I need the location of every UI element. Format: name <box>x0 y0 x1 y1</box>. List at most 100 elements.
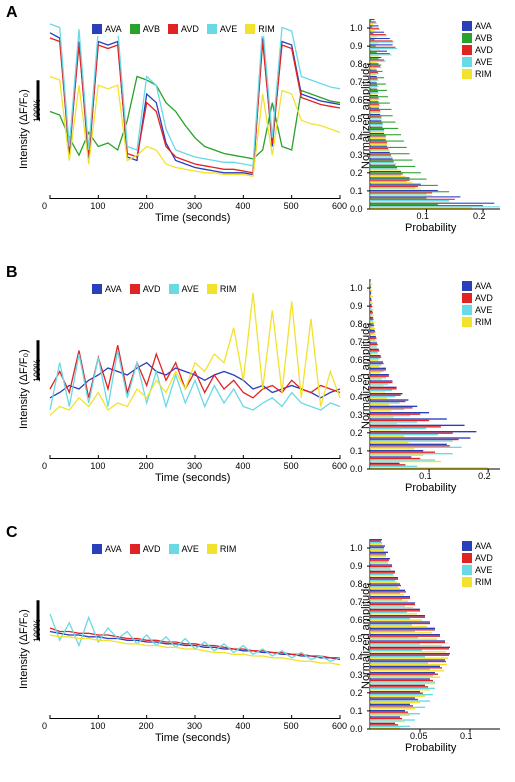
x-tick-label: 400 <box>235 721 250 731</box>
hist-bar-rim <box>370 372 381 373</box>
hist-bar-ave <box>370 282 371 283</box>
hist-bar-avd <box>370 604 415 605</box>
hist-bar-ave <box>370 67 381 68</box>
hist-bar-ave <box>370 662 428 663</box>
hist-bar-rim <box>370 163 397 164</box>
legend-item-ava: AVA <box>462 281 493 291</box>
hist-bar-ave <box>370 295 371 296</box>
y-tick-label: 1.0 <box>350 23 363 33</box>
hist-bar-avb <box>370 122 395 123</box>
legend-swatch-icon <box>207 544 217 554</box>
legend-text: AVE <box>182 284 199 294</box>
hist-bar-ava <box>370 590 405 591</box>
hist-bar-avb <box>370 115 393 116</box>
legend-text: AVA <box>105 284 122 294</box>
hist-bar-rim <box>370 715 410 716</box>
hist-bar-rim <box>370 322 375 323</box>
panel-A-hist-xlabel: Probability <box>405 222 456 234</box>
x-tick-label: 100 <box>90 721 105 731</box>
hist-bar-avd <box>370 40 393 41</box>
y-tick-label: 0.9 <box>350 301 363 311</box>
hist-bar-rim <box>370 575 394 576</box>
y-tick-label: 0.7 <box>350 337 363 347</box>
legend-item-avd: AVD <box>462 293 493 303</box>
hist-bar-rim <box>370 423 397 424</box>
hist-bar-ava <box>370 552 388 553</box>
hist-bar-rim <box>370 677 440 678</box>
hist-bar-avd <box>370 376 389 377</box>
hist-bar-ave <box>370 586 398 587</box>
legend-item-rim: RIM <box>462 577 493 587</box>
panel-A-xlabel: Time (seconds) <box>155 212 230 224</box>
hist-bar-rim <box>370 696 425 697</box>
hist-bar-ava <box>370 76 377 77</box>
y-tick-label: 0.0 <box>350 724 363 734</box>
hist-bar-avd <box>370 369 386 370</box>
legend-text: AVE <box>220 24 237 34</box>
panel-B-hist-xlabel: Probability <box>405 482 456 494</box>
hist-bar-ava <box>370 634 440 635</box>
figure-root: A Intensity (ΔF/F₀) Time (seconds) Norma… <box>0 0 515 782</box>
hist-bar-avd <box>370 572 395 573</box>
legend-text: AVE <box>475 57 492 67</box>
legend-item-avd: AVD <box>462 553 493 563</box>
panel-B-ylabel: Intensity (ΔF/F₀) <box>18 349 30 429</box>
hist-bar-rim <box>370 150 390 151</box>
legend-item-ave: AVE <box>207 24 237 34</box>
hist-bar-avd <box>370 642 445 643</box>
hist-bar-ava <box>370 615 425 616</box>
hist-bar-avd <box>370 281 371 282</box>
legend-text: AVD <box>475 45 493 55</box>
legend-item-ava: AVA <box>92 24 122 34</box>
hist-bar-avd <box>370 547 384 548</box>
legend-item-rim: RIM <box>462 69 493 79</box>
hist-bar-rim <box>370 410 391 411</box>
legend-text: AVA <box>105 24 122 34</box>
hist-bar-avd <box>370 407 413 408</box>
hist-bar-rim <box>370 467 488 468</box>
hist-bar-rim <box>370 461 441 462</box>
legend-text: RIM <box>220 284 237 294</box>
hist-bar-ave <box>370 421 417 422</box>
y-tick-label: 0.4 <box>350 652 363 662</box>
hist-bar-ava <box>370 399 408 400</box>
hist-bar-ava <box>370 190 438 191</box>
hist-bar-rim <box>370 125 382 126</box>
hist-bar-ava <box>370 171 401 172</box>
hist-bar-ave <box>370 415 410 416</box>
scale-bar-label: 100% <box>32 619 42 642</box>
hist-bar-avd <box>370 610 420 611</box>
hist-bar-avd <box>370 458 420 459</box>
legend-text: AVB <box>475 33 492 43</box>
hist-bar-avd <box>370 135 386 136</box>
hist-bar-avd <box>370 192 432 193</box>
legend-swatch-icon <box>462 553 472 563</box>
hist-bar-ava <box>370 463 400 464</box>
hist-bar-ava <box>370 571 395 572</box>
hist-bar-avd <box>370 300 372 301</box>
hist-bar-rim <box>370 62 377 63</box>
trace-rim <box>50 635 340 665</box>
x-tick-label: 100 <box>90 461 105 471</box>
x-tick-label: 300 <box>187 201 202 211</box>
hist-bar-ave <box>370 447 462 448</box>
hist-bar-ave <box>370 612 407 613</box>
hist-bar-ave <box>370 23 377 24</box>
hist-bar-avb <box>370 20 371 21</box>
legend-item-ava: AVA <box>92 284 122 294</box>
legend-text: AVD <box>143 284 161 294</box>
hist-bar-rim <box>370 594 404 595</box>
hist-bar-avd <box>370 445 450 446</box>
y-tick-label: 0.8 <box>350 319 363 329</box>
hist-bar-ava <box>370 139 386 140</box>
legend-swatch-icon <box>168 24 178 34</box>
hist-bar-avd <box>370 287 371 288</box>
hist-bar-ava <box>370 425 465 426</box>
hist-bar-ava <box>370 456 411 457</box>
hist-bar-avd <box>370 104 379 105</box>
y-tick-label: 0.4 <box>350 132 363 142</box>
hist-bar-avd <box>370 401 405 402</box>
hist-bar-ava <box>370 32 384 33</box>
hist-bar-avb <box>370 39 375 40</box>
hist-bar-avd <box>370 186 418 187</box>
